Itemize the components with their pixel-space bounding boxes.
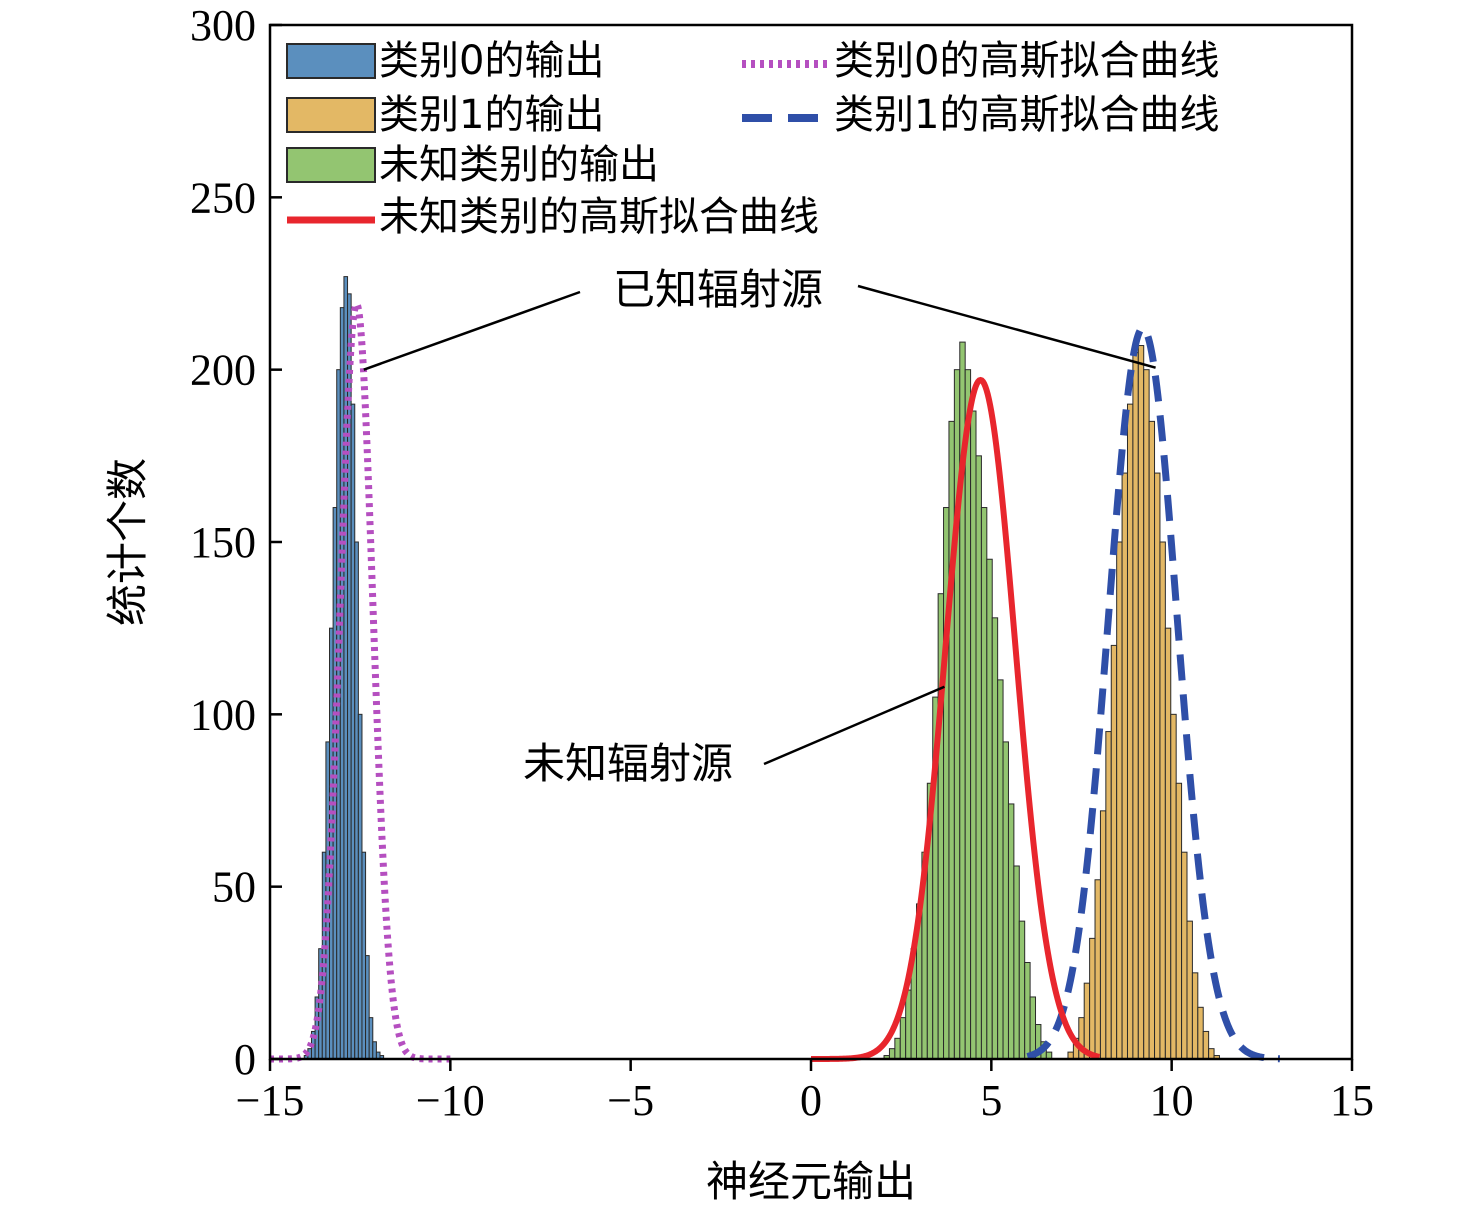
y-tick-label: 150 [190, 518, 256, 567]
x-tick-label: −15 [236, 1076, 305, 1125]
histogram-bar [1164, 627, 1172, 1060]
legend-swatch [286, 147, 376, 183]
annotation-known-emitter: 已知辐射源 [613, 265, 823, 314]
legend-label: 类别1的输出 [379, 92, 604, 138]
histogram-series-2 [883, 341, 1053, 1060]
legend-swatch [286, 43, 376, 79]
legend-item-2: 未知类别的输出 [286, 142, 659, 188]
histogram-bar [1116, 541, 1123, 1060]
histogram-bar [905, 989, 912, 1060]
histogram-bar [332, 507, 338, 1060]
histogram-bar [997, 679, 1004, 1060]
histogram-bar [1121, 472, 1128, 1060]
histogram-bar [991, 617, 999, 1060]
legend-label: 类别0的输出 [379, 38, 604, 84]
histogram-bar [368, 1017, 374, 1060]
histogram-bar [1202, 1030, 1210, 1060]
legend-item-4: 类别0的高斯拟合曲线 [742, 38, 1219, 84]
histogram-bar [1132, 351, 1139, 1060]
histogram-bar [1018, 920, 1026, 1060]
histogram-series-1 [1067, 345, 1220, 1060]
gaussian-fit-curve-2 [811, 376, 1101, 1062]
histogram-bar [975, 455, 982, 1060]
histogram-bar [1208, 1048, 1215, 1060]
histogram-bar [1181, 851, 1188, 1060]
y-tick-label: 100 [190, 690, 256, 739]
x-tick-label: 0 [800, 1076, 822, 1125]
histogram-bar [365, 955, 370, 1060]
histogram-bar [1143, 369, 1150, 1060]
histogram-bar [1024, 961, 1031, 1060]
histogram-bar [1007, 803, 1015, 1060]
legend-item-0: 类别0的输出 [286, 38, 604, 84]
histogram-bar [970, 410, 977, 1060]
x-tick-label: 5 [980, 1076, 1002, 1125]
x-axis-label: 神经元输出 [706, 1157, 916, 1206]
histogram-bar [1175, 782, 1183, 1060]
histogram-bar [1013, 865, 1020, 1060]
histogram-bar [964, 369, 972, 1060]
y-tick-label: 50 [212, 863, 256, 912]
y-tick-label: 250 [190, 173, 256, 222]
histogram-bar [372, 1041, 377, 1060]
histogram-bar [1159, 541, 1166, 1060]
histogram-bar [329, 627, 334, 1060]
legend-label: 未知类别的输出 [379, 142, 659, 188]
gaussian-fit-curve-1 [1026, 324, 1280, 1063]
histogram-bar [339, 307, 345, 1060]
y-tick-label: 200 [190, 346, 256, 395]
histogram-bar [980, 507, 988, 1060]
x-tick-label: −5 [607, 1076, 654, 1125]
legend-label: 未知类别的高斯拟合曲线 [379, 194, 819, 240]
y-tick-label: 0 [234, 1035, 256, 1084]
legend-item-3: 未知类别的高斯拟合曲线 [287, 194, 819, 240]
annotation-leader-line [363, 290, 581, 371]
y-axis-label: 统计个数 [103, 458, 152, 626]
histogram-bars [303, 276, 1220, 1060]
legend-swatch [286, 97, 376, 133]
histogram-bar [354, 541, 359, 1060]
x-tick-label: −10 [416, 1076, 485, 1125]
histogram-bar [1029, 996, 1037, 1060]
histogram-bar [357, 713, 363, 1060]
x-tick-label: 15 [1330, 1076, 1374, 1125]
histogram-bar [894, 1037, 901, 1060]
histogram-bar [1186, 920, 1193, 1060]
histogram-bar [1002, 741, 1009, 1060]
histogram-bar [1110, 644, 1118, 1060]
legend-label: 类别1的高斯拟合曲线 [834, 92, 1219, 138]
histogram-bar [1154, 472, 1161, 1060]
histogram-bar [1191, 972, 1199, 1060]
legend-item-5: 类别1的高斯拟合曲线 [742, 92, 1219, 138]
histogram-bar [361, 851, 367, 1060]
histogram-bar [1105, 731, 1112, 1060]
histogram-bar [1170, 713, 1177, 1060]
histogram-bar [343, 276, 349, 1060]
histogram-bar [1099, 810, 1107, 1060]
annotation-leader-line [857, 284, 1156, 369]
annotation-unknown-emitter: 未知辐射源 [523, 739, 733, 788]
legend-item-1: 类别1的输出 [286, 92, 604, 138]
annotation-leader-line [763, 685, 945, 766]
legend-label: 类别0的高斯拟合曲线 [834, 38, 1219, 84]
histogram-bar [986, 558, 993, 1060]
histogram-bar [1197, 1006, 1204, 1060]
histogram-bar [350, 403, 356, 1060]
histogram-bar [888, 1048, 896, 1060]
histogram-bar [1137, 345, 1145, 1060]
x-tick-label: 10 [1150, 1076, 1194, 1125]
y-tick-label: 300 [190, 1, 256, 50]
histogram-bar [1089, 937, 1096, 1060]
histogram-bar [1094, 879, 1101, 1060]
histogram-bar [1148, 420, 1156, 1060]
histogram-bar [948, 420, 955, 1060]
histogram-bar [1126, 403, 1134, 1060]
histogram-bar [899, 1017, 907, 1060]
